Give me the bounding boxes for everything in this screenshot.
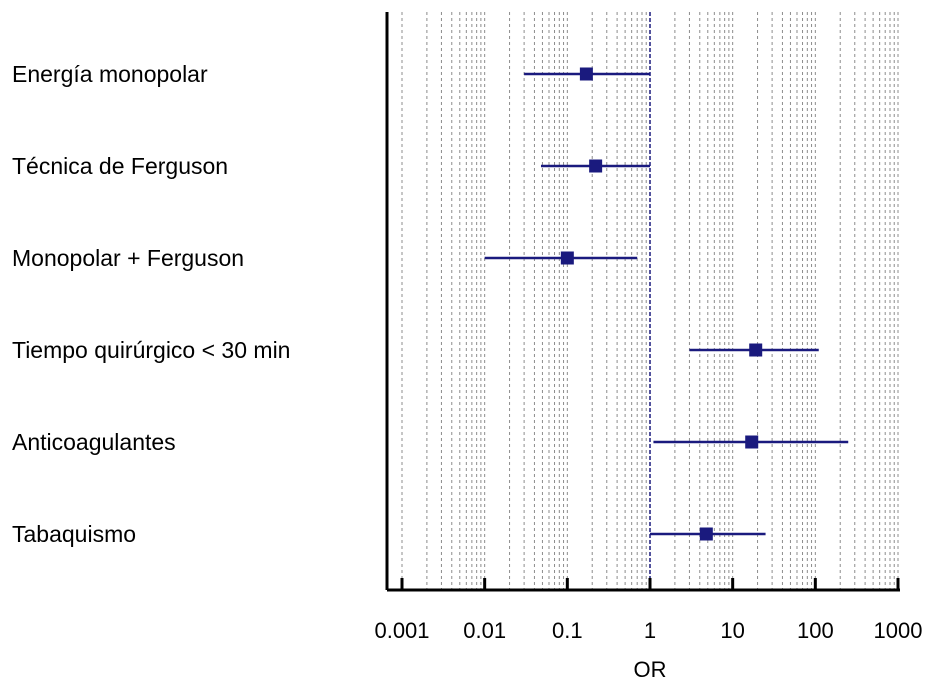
point-estimate <box>560 251 574 265</box>
point-estimate <box>749 343 763 357</box>
axis-layer <box>385 12 900 592</box>
x-tick-label: 100 <box>797 618 834 643</box>
x-tick-label: 0.1 <box>552 618 583 643</box>
point-estimate <box>579 67 593 81</box>
row-label: Energía monopolar <box>12 61 208 87</box>
x-tick-label: 1 <box>644 618 656 643</box>
row-label: Monopolar + Ferguson <box>12 245 244 271</box>
grid-layer <box>401 12 899 590</box>
x-ticks: 0.001 0.01 0.1 1 10 100 1000 <box>374 578 922 643</box>
forest-rows: Energía monopolar Técnica de Ferguson Mono… <box>12 61 849 547</box>
row-label: Tiempo quirúrgico < 30 min <box>12 337 290 363</box>
x-tick-label: 1000 <box>874 618 923 643</box>
x-axis-title: OR <box>634 657 667 682</box>
row-label: Tabaquismo <box>12 521 136 547</box>
x-tick-label: 0.01 <box>463 618 506 643</box>
row-label: Anticoagulantes <box>12 429 176 455</box>
point-estimate <box>699 527 713 541</box>
x-tick-label: 0.001 <box>374 618 429 643</box>
point-estimate <box>589 159 603 173</box>
x-tick-label: 10 <box>720 618 744 643</box>
row-label: Técnica de Ferguson <box>12 153 228 179</box>
point-estimate <box>745 435 759 449</box>
